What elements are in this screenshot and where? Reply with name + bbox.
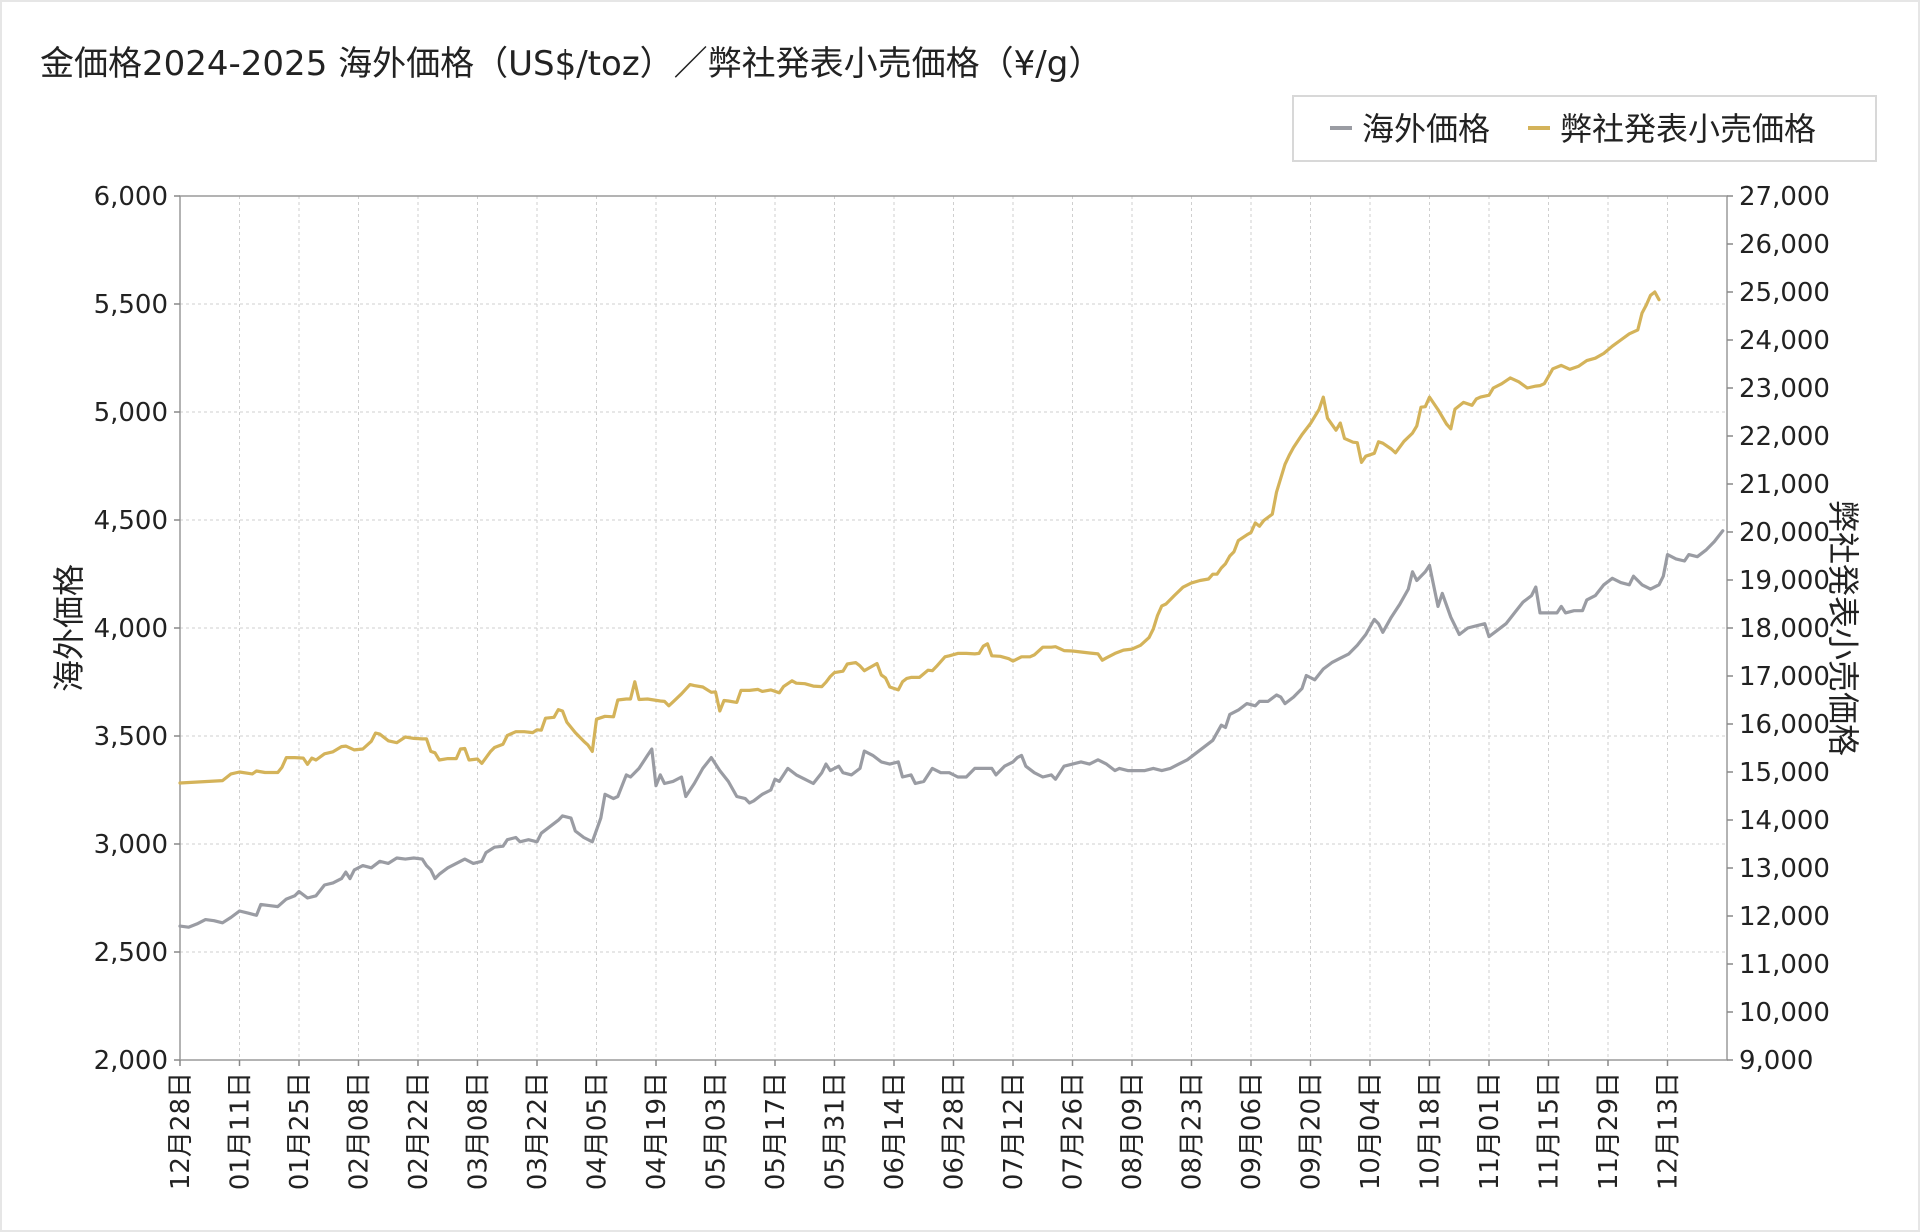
x-tick-label: 10月18日 [1416, 1072, 1446, 1190]
y-left-tick-label: 2,500 [94, 938, 168, 968]
y-right-tick-labels: 9,000 10,000 11,000 12,000 13,000 14,000 15,00… [1727, 182, 1830, 1076]
legend: 海外価格 弊社発表小売価格 [1292, 95, 1877, 162]
y-right-tick-label: 19,000 [1739, 566, 1830, 596]
x-tick-label: 07月26日 [1059, 1072, 1089, 1190]
x-tick-label: 08月23日 [1178, 1072, 1208, 1190]
y-left-axis-title: 海外価格 [50, 564, 88, 692]
x-tick-label: 11月01日 [1475, 1072, 1505, 1190]
y-left-tick-label: 4,500 [94, 506, 168, 536]
legend-label-retail: 弊社発表小売価格 [1560, 110, 1816, 148]
x-tick-label: 02月08日 [345, 1072, 375, 1190]
x-tick-label: 01月25日 [285, 1072, 315, 1190]
y-left-tick-label: 5,000 [94, 398, 168, 428]
chart-title: 金価格2024-2025 海外価格（US$/toz）／弊社発表小売価格（¥/g） [40, 44, 1102, 84]
y-right-tick-label: 15,000 [1739, 758, 1830, 788]
x-tick-label: 12月28日 [166, 1072, 196, 1190]
legend-box [1292, 95, 1877, 162]
x-tick-label: 05月31日 [821, 1072, 851, 1190]
x-tick-label: 06月28日 [940, 1072, 970, 1190]
x-tick-label: 04月19日 [642, 1072, 672, 1190]
y-right-tick-label: 18,000 [1739, 614, 1830, 644]
y-left-tick-label: 6,000 [94, 182, 168, 212]
x-tick-label: 03月08日 [464, 1072, 494, 1190]
x-tick-label: 11月29日 [1594, 1072, 1624, 1190]
y-right-axis-title: 弊社発表小売価格 [1824, 500, 1862, 756]
x-tick-label: 02月22日 [404, 1072, 434, 1190]
x-tick-label: 05月03日 [702, 1072, 732, 1190]
x-tick-label: 01月11日 [226, 1072, 256, 1190]
y-left-tick-labels: 2,000 2,500 3,000 3,500 4,000 4,500 5,000 5,500… [94, 182, 180, 1076]
y-right-tick-label: 25,000 [1739, 278, 1830, 308]
x-tick-label: 12月13日 [1654, 1072, 1684, 1190]
y-left-tick-label: 4,000 [94, 614, 168, 644]
y-left-tick-label: 3,500 [94, 722, 168, 752]
x-tick-label: 04月05日 [583, 1072, 613, 1190]
y-right-tick-label: 21,000 [1739, 470, 1830, 500]
y-right-tick-label: 13,000 [1739, 854, 1830, 884]
y-right-tick-label: 12,000 [1739, 902, 1830, 932]
y-right-tick-label: 16,000 [1739, 710, 1830, 740]
y-right-tick-label: 23,000 [1739, 374, 1830, 404]
y-right-tick-label: 24,000 [1739, 326, 1830, 356]
x-tick-label: 08月09日 [1118, 1072, 1148, 1190]
y-right-tick-label: 17,000 [1739, 662, 1830, 692]
x-tick-label: 03月22日 [523, 1072, 553, 1190]
x-tick-label: 11月15日 [1535, 1072, 1565, 1190]
y-right-tick-label: 10,000 [1739, 998, 1830, 1028]
y-right-tick-label: 26,000 [1739, 230, 1830, 260]
y-right-tick-label: 22,000 [1739, 422, 1830, 452]
legend-label-overseas: 海外価格 [1362, 110, 1490, 148]
x-tick-label: 09月06日 [1237, 1072, 1267, 1190]
y-left-tick-label: 5,500 [94, 290, 168, 320]
y-right-tick-label: 14,000 [1739, 806, 1830, 836]
x-tick-label: 09月20日 [1297, 1072, 1327, 1190]
x-gridlines [239, 196, 1668, 1060]
x-tick-label: 05月17日 [761, 1072, 791, 1190]
series-layer [178, 290, 1725, 929]
series-line-overseas [178, 529, 1725, 929]
y-right-tick-label: 9,000 [1739, 1046, 1813, 1076]
x-tick-label: 07月12日 [999, 1072, 1029, 1190]
x-tick-label: 06月14日 [880, 1072, 910, 1190]
y-right-tick-label: 11,000 [1739, 950, 1830, 980]
y-left-tick-label: 3,000 [94, 830, 168, 860]
y-left-tick-label: 2,000 [94, 1046, 168, 1076]
x-tick-label: 10月04日 [1356, 1072, 1386, 1190]
x-tick-labels: 12月28日 01月11日 01月25日 02月08日 02月22日 03月08日 03月2… [166, 1060, 1684, 1190]
y-right-tick-label: 20,000 [1739, 518, 1830, 548]
series-line-retail [178, 290, 1661, 785]
y-right-tick-label: 27,000 [1739, 182, 1830, 212]
